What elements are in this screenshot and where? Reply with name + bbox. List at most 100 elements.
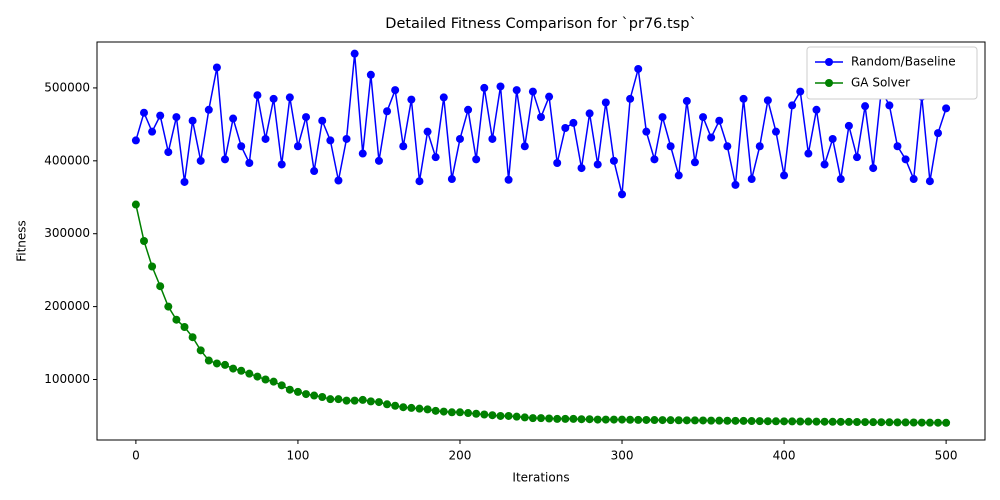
point xyxy=(180,177,189,186)
point xyxy=(545,414,554,423)
point xyxy=(334,176,343,185)
point xyxy=(269,377,278,386)
point xyxy=(747,417,756,426)
point xyxy=(342,396,351,405)
point xyxy=(682,97,691,106)
point xyxy=(788,101,797,110)
point xyxy=(455,134,464,143)
point xyxy=(820,417,829,426)
point xyxy=(520,413,529,422)
point xyxy=(415,177,424,186)
point xyxy=(642,127,651,136)
point xyxy=(642,415,651,424)
point xyxy=(852,153,861,162)
point xyxy=(399,403,408,412)
point xyxy=(723,416,732,425)
point xyxy=(747,175,756,184)
legend-label: GA Solver xyxy=(851,76,910,90)
point xyxy=(229,364,238,373)
point xyxy=(577,164,586,173)
point xyxy=(334,395,343,404)
point xyxy=(731,416,740,425)
point xyxy=(553,159,562,168)
legend: Random/Baseline GA Solver xyxy=(806,46,978,100)
point xyxy=(739,416,748,425)
point xyxy=(172,113,181,122)
point xyxy=(771,417,780,426)
point xyxy=(901,418,910,427)
chart-title: Detailed Fitness Comparison for `pr76.ts… xyxy=(385,16,696,32)
point xyxy=(156,111,165,120)
point xyxy=(626,415,635,424)
point xyxy=(553,414,562,423)
point xyxy=(699,416,708,425)
point xyxy=(180,323,189,332)
point xyxy=(407,403,416,412)
x-tick-label: 200 xyxy=(449,449,472,463)
y-axis-label: Fitness xyxy=(15,220,29,262)
point xyxy=(885,101,894,110)
point xyxy=(909,418,918,427)
point xyxy=(302,113,311,122)
point xyxy=(893,418,902,427)
point xyxy=(383,107,392,116)
point xyxy=(172,315,181,324)
point xyxy=(488,411,497,420)
point xyxy=(707,133,716,142)
point xyxy=(609,415,618,424)
point xyxy=(788,417,797,426)
point xyxy=(285,385,294,394)
point xyxy=(836,175,845,184)
point xyxy=(447,408,456,417)
series xyxy=(131,200,951,427)
point xyxy=(439,407,448,416)
point xyxy=(731,180,740,189)
point xyxy=(496,411,505,420)
point xyxy=(212,359,221,368)
point xyxy=(755,142,764,151)
point xyxy=(609,156,618,165)
point xyxy=(796,87,805,96)
point xyxy=(618,415,627,424)
point xyxy=(699,113,708,122)
point xyxy=(188,116,197,125)
point xyxy=(374,398,383,407)
point xyxy=(374,156,383,165)
x-tick-label: 500 xyxy=(935,449,958,463)
point xyxy=(658,416,667,425)
point xyxy=(618,190,627,199)
point xyxy=(901,155,910,164)
point xyxy=(196,156,205,165)
point xyxy=(569,118,578,127)
point xyxy=(666,416,675,425)
point xyxy=(310,167,319,176)
point xyxy=(844,121,853,130)
legend-label: Random/Baseline xyxy=(851,55,956,69)
point xyxy=(593,415,602,424)
point xyxy=(561,124,570,133)
point xyxy=(358,395,367,404)
point xyxy=(447,175,456,184)
point xyxy=(528,414,537,423)
point xyxy=(253,372,262,381)
series-line xyxy=(135,204,947,424)
point xyxy=(472,155,481,164)
point xyxy=(925,177,934,186)
point xyxy=(196,346,205,355)
point xyxy=(221,155,230,164)
point xyxy=(488,134,497,143)
point xyxy=(464,105,473,114)
point xyxy=(350,396,359,405)
series xyxy=(131,49,951,199)
point xyxy=(148,262,157,271)
point xyxy=(682,416,691,425)
x-tick-label: 300 xyxy=(611,449,634,463)
point xyxy=(358,149,367,158)
point xyxy=(869,164,878,173)
point xyxy=(844,417,853,426)
point xyxy=(780,417,789,426)
point xyxy=(277,160,286,169)
point xyxy=(131,200,140,209)
point xyxy=(820,160,829,169)
